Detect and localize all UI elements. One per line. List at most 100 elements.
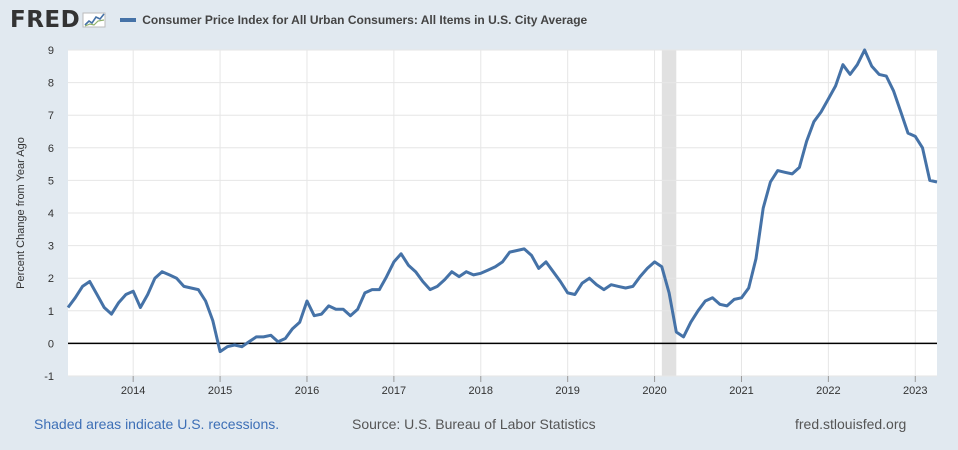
- chart-legend: Consumer Price Index for All Urban Consu…: [120, 13, 587, 27]
- line-chart[interactable]: -1 0 1 2 3 4 5 6 7 8 9 2014 2015 2016 2017 2018 2019 202…: [0, 0, 958, 410]
- data-point: [538, 267, 540, 269]
- data-point: [545, 261, 547, 263]
- data-point: [270, 334, 272, 336]
- data-point: [516, 249, 518, 251]
- data-point: [190, 287, 192, 289]
- fred-logo[interactable]: FRED: [10, 7, 108, 33]
- data-point: [219, 351, 221, 353]
- data-point: [813, 121, 815, 123]
- logo-text: FRED: [10, 7, 81, 33]
- data-point: [103, 307, 105, 309]
- y-tick-label: 4: [48, 208, 54, 220]
- data-point: [89, 280, 91, 282]
- data-point: [147, 294, 149, 296]
- data-point: [596, 284, 598, 286]
- data-point: [552, 271, 554, 273]
- data-point: [154, 277, 156, 279]
- data-point: [74, 297, 76, 299]
- data-point: [284, 338, 286, 340]
- data-point: [393, 261, 395, 263]
- data-point: [740, 297, 742, 299]
- data-point: [574, 294, 576, 296]
- data-point: [139, 307, 141, 309]
- data-point: [885, 75, 887, 77]
- x-axis-ticks: 2014 2015 2016 2017 2018 2019 2020 2021 2022 2023: [121, 376, 928, 397]
- y-tick-label: 1: [48, 306, 54, 318]
- x-tick-label: 2020: [642, 385, 666, 397]
- y-tick-label: 2: [48, 273, 54, 285]
- x-tick-label: 2018: [469, 385, 493, 397]
- data-point: [364, 292, 366, 294]
- y-tick-label: 3: [48, 241, 54, 253]
- data-point: [936, 181, 938, 183]
- series-line[interactable]: [66, 48, 938, 354]
- data-point: [914, 135, 916, 137]
- data-point: [429, 289, 431, 291]
- data-point: [893, 90, 895, 92]
- data-point: [769, 181, 771, 183]
- data-point: [762, 207, 764, 209]
- data-point: [465, 271, 467, 273]
- data-point: [719, 303, 721, 305]
- data-point: [798, 166, 800, 168]
- data-point: [639, 276, 641, 278]
- data-point: [871, 65, 873, 67]
- data-point: [878, 73, 880, 75]
- data-point: [458, 276, 460, 278]
- data-point: [632, 285, 634, 287]
- chart-header: FRED Consumer Price Index for All Urban …: [10, 6, 587, 34]
- y-axis-label: Percent Change from Year Ago: [15, 137, 27, 289]
- data-point: [291, 328, 293, 330]
- y-tick-label: 5: [48, 175, 54, 187]
- y-tick-label: 8: [48, 78, 54, 90]
- y-axis-ticks: -1 0 1 2 3 4 5 6 7 8 9: [44, 45, 54, 383]
- trend-line-icon: [82, 12, 106, 28]
- data-point: [827, 98, 829, 100]
- data-point: [415, 271, 417, 273]
- data-point: [357, 308, 359, 310]
- data-point: [226, 346, 228, 348]
- x-tick-label: 2017: [382, 385, 406, 397]
- data-point: [96, 294, 98, 296]
- data-point: [407, 264, 409, 266]
- data-point: [726, 305, 728, 307]
- y-tick-label: -1: [44, 371, 54, 383]
- data-point: [473, 274, 475, 276]
- data-point: [617, 285, 619, 287]
- data-point: [835, 85, 837, 87]
- data-point: [205, 300, 207, 302]
- data-point: [168, 274, 170, 276]
- data-point: [849, 73, 851, 75]
- data-point: [306, 300, 308, 302]
- x-tick-label: 2022: [816, 385, 840, 397]
- data-point: [263, 336, 265, 338]
- data-point: [400, 253, 402, 255]
- data-point: [320, 313, 322, 315]
- data-point: [349, 315, 351, 317]
- data-point: [480, 272, 482, 274]
- data-point: [683, 336, 685, 338]
- data-point: [806, 140, 808, 142]
- data-point: [697, 310, 699, 312]
- data-point: [610, 284, 612, 286]
- chart-area: -1 0 1 2 3 4 5 6 7 8 9 2014 2015 2016 2017 2018 2019 202…: [0, 0, 958, 410]
- data-point: [502, 261, 504, 263]
- data-point: [581, 282, 583, 284]
- legend-series-label: Consumer Price Index for All Urban Consu…: [142, 13, 588, 27]
- data-point: [176, 277, 178, 279]
- data-point: [451, 271, 453, 273]
- data-point: [67, 307, 69, 309]
- y-tick-label: 0: [48, 338, 54, 350]
- data-point: [509, 251, 511, 253]
- data-point: [690, 321, 692, 323]
- data-point: [588, 277, 590, 279]
- data-point: [567, 292, 569, 294]
- data-point: [922, 147, 924, 149]
- data-point: [183, 285, 185, 287]
- data-point: [791, 173, 793, 175]
- recession-note-link[interactable]: Shaded areas indicate U.S. recessions.: [34, 416, 280, 432]
- data-point: [559, 280, 561, 282]
- data-point: [712, 297, 714, 299]
- x-tick-label: 2023: [903, 385, 927, 397]
- data-point: [386, 276, 388, 278]
